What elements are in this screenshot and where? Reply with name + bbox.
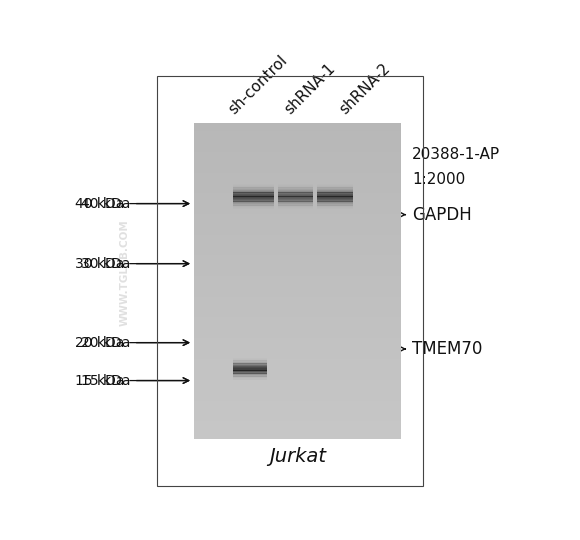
Text: 20 kDa: 20 kDa bbox=[81, 336, 188, 349]
Text: Jurkat: Jurkat bbox=[269, 447, 326, 466]
Text: WWW.TGLAB.COM: WWW.TGLAB.COM bbox=[119, 219, 129, 326]
Text: 20 kDa: 20 kDa bbox=[75, 336, 189, 349]
Text: GAPDH: GAPDH bbox=[399, 206, 472, 224]
Text: 30 kDa: 30 kDa bbox=[81, 256, 188, 271]
Text: TMEM70: TMEM70 bbox=[399, 340, 482, 358]
Text: shRNA-2: shRNA-2 bbox=[336, 60, 393, 117]
Text: 1:2000: 1:2000 bbox=[412, 172, 465, 187]
Text: 40 kDa: 40 kDa bbox=[81, 197, 188, 211]
Text: shRNA-1: shRNA-1 bbox=[281, 60, 338, 117]
Text: sh-control: sh-control bbox=[226, 52, 291, 117]
Text: 40 kDa: 40 kDa bbox=[75, 197, 189, 211]
Text: 15 kDa: 15 kDa bbox=[81, 374, 188, 388]
Text: 15 kDa: 15 kDa bbox=[75, 374, 188, 388]
Text: 20388-1-AP: 20388-1-AP bbox=[412, 147, 500, 162]
Text: 30 kDa: 30 kDa bbox=[75, 256, 189, 271]
